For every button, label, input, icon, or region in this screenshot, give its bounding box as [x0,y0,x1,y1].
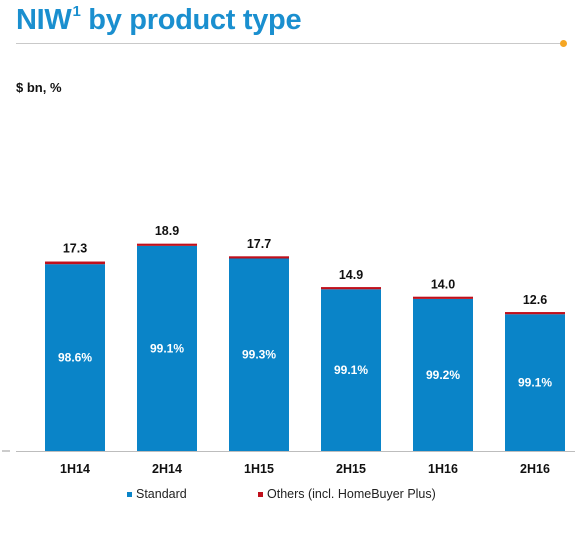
share-label-standard: 99.2% [426,368,460,382]
title-main: NIW [16,4,72,36]
bar-others [505,312,565,315]
share-label-standard: 99.1% [150,341,184,355]
share-label-standard: 98.6% [58,351,92,365]
total-value-label: 17.7 [247,237,271,251]
bar-others [229,256,289,259]
page-title: NIW1 by product type [16,3,302,37]
share-label-standard: 99.1% [518,376,552,390]
unit-label: $ bn, % [16,80,62,95]
accent-dot [560,40,567,47]
legend-swatch-others [258,491,263,497]
bar-others [321,287,381,290]
x-tick-label: 1H15 [244,462,274,476]
legend-item-standard: Standard [127,487,187,501]
share-label-standard: 99.1% [334,363,368,377]
total-value-label: 12.6 [523,293,547,307]
total-value-label: 18.9 [155,224,179,238]
x-tick-label: 1H16 [428,462,458,476]
bar-others [45,261,105,265]
total-value-label: 14.0 [431,278,455,292]
x-tick-label: 2H14 [152,462,182,476]
bar-others [137,243,197,246]
legend-label-standard: Standard [136,487,187,501]
title-rest: by product type [80,4,302,36]
bar-standard [229,258,289,451]
x-tick-label: 2H15 [336,462,366,476]
title-footnote-marker: 1 [72,3,81,20]
bar-standard [45,264,105,451]
x-tick-label: 1H14 [60,462,90,476]
bar-standard [321,289,381,451]
total-value-label: 17.3 [63,242,87,256]
x-tick-label: 2H16 [520,462,550,476]
bar-standard [137,245,197,451]
legend-label-others: Others (incl. HomeBuyer Plus) [267,487,436,501]
bar-standard [413,298,473,451]
share-label-standard: 99.3% [242,348,276,362]
bar-others [413,296,473,299]
bar-standard [505,314,565,451]
total-value-label: 14.9 [339,268,363,282]
title-divider [16,43,564,44]
legend-item-others: Others (incl. HomeBuyer Plus) [258,487,436,501]
legend-swatch-standard [127,491,132,497]
